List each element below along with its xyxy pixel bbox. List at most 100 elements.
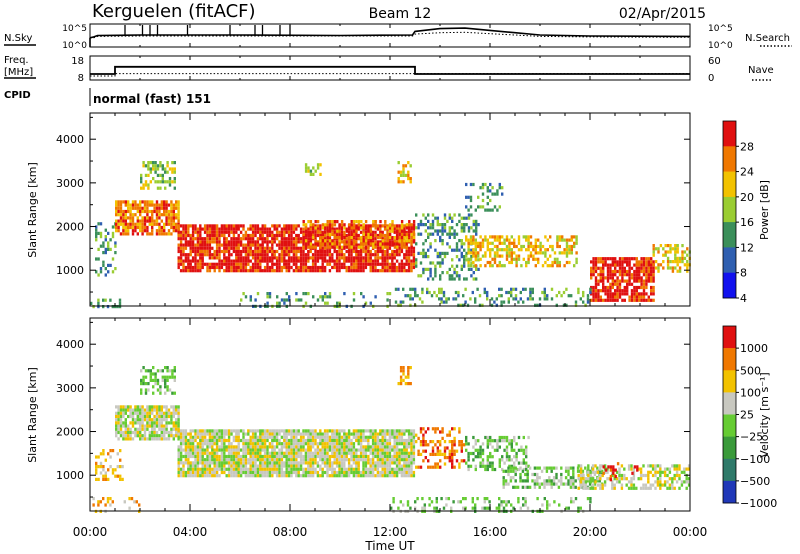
power-cell — [489, 189, 492, 193]
velocity-cell — [268, 470, 272, 475]
velocity-cell — [194, 451, 197, 455]
power-cell — [491, 192, 494, 196]
velocity-cell — [415, 440, 418, 444]
power-cell — [465, 223, 468, 227]
power-cell — [225, 262, 228, 266]
velocity-cell — [302, 474, 305, 478]
power-cell — [316, 224, 320, 228]
power-cell — [638, 266, 641, 270]
power-cell — [333, 242, 337, 246]
velocity-cell — [215, 454, 219, 459]
power-cell — [386, 262, 389, 266]
power-cell — [163, 229, 166, 233]
power-cell — [592, 257, 595, 261]
power-cell — [348, 223, 351, 227]
power-cell — [136, 219, 139, 223]
power-cell — [158, 216, 161, 220]
power-cell — [225, 243, 228, 247]
power-cell — [440, 287, 443, 291]
velocity-cell — [263, 474, 267, 478]
power-cell — [239, 262, 243, 266]
power-cell — [345, 240, 348, 244]
power-cell — [263, 259, 267, 263]
velocity-cell — [328, 448, 332, 452]
power-cell — [347, 265, 351, 270]
power-cell — [459, 303, 462, 307]
velocity-cell — [146, 424, 149, 428]
power-cell — [463, 242, 466, 246]
power-cell — [316, 269, 320, 273]
velocity-cell — [244, 470, 248, 475]
power-cell — [529, 254, 533, 258]
velocity-cell — [232, 461, 236, 465]
velocity-cell — [419, 452, 423, 456]
power-cell — [199, 249, 202, 254]
velocity-cell — [400, 448, 404, 452]
power-cell — [237, 262, 240, 266]
power-cell — [474, 264, 477, 268]
power-cell — [391, 240, 394, 244]
velocity-cell — [247, 438, 250, 443]
velocity-cell — [311, 438, 315, 443]
power-cell — [483, 290, 486, 295]
velocity-cell — [254, 474, 257, 478]
power-cell — [481, 186, 485, 190]
velocity-cell — [321, 474, 324, 478]
power-cell — [118, 305, 122, 309]
velocity-cell — [343, 442, 346, 446]
power-cell — [340, 233, 344, 238]
velocity-cell — [259, 432, 262, 436]
velocity-cell — [273, 458, 276, 462]
velocity-cell — [203, 467, 207, 471]
power-cell — [546, 264, 549, 268]
velocity-cell — [333, 438, 336, 443]
power-cell — [681, 256, 684, 260]
power-cell — [505, 244, 509, 249]
power-cell — [543, 287, 546, 291]
power-cell — [142, 183, 145, 187]
velocity-cell — [309, 464, 312, 468]
power-cell — [359, 269, 363, 273]
power-cell — [391, 253, 394, 257]
power-cell — [254, 233, 257, 238]
power-cell — [376, 262, 380, 266]
power-cell — [333, 259, 336, 263]
velocity-cell — [295, 438, 298, 443]
power-cell — [355, 262, 358, 266]
velocity-cell — [333, 467, 336, 471]
power-cell — [391, 269, 394, 273]
power-cell — [136, 206, 139, 210]
velocity-cell — [172, 427, 175, 431]
power-cell — [340, 249, 344, 254]
power-cell — [134, 225, 137, 230]
power-cell — [498, 186, 501, 190]
velocity-cell — [333, 474, 336, 478]
velocity-cell — [102, 452, 105, 456]
power-cell — [285, 246, 288, 250]
velocity-cell — [254, 435, 257, 439]
power-cell — [256, 265, 260, 270]
power-cell — [352, 265, 356, 270]
power-cell — [438, 297, 441, 301]
power-cell — [256, 249, 260, 254]
power-cell — [328, 295, 332, 299]
power-cell — [326, 220, 329, 224]
power-cell — [158, 229, 161, 233]
power-cell — [460, 239, 463, 243]
velocity-cell — [364, 467, 368, 471]
velocity-cell — [218, 435, 221, 439]
power-cell — [184, 227, 188, 231]
power-cell — [122, 229, 125, 233]
power-cell — [244, 233, 248, 238]
velocity-cell — [407, 445, 411, 449]
power-cell — [213, 265, 216, 270]
velocity-cell — [441, 430, 444, 434]
velocity-cell — [381, 429, 384, 433]
power-cell — [386, 230, 389, 234]
power-cell — [374, 256, 377, 260]
power-cell — [407, 253, 411, 257]
velocity-cell — [191, 451, 195, 455]
power-cell — [558, 238, 561, 242]
power-cell — [115, 206, 118, 210]
velocity-cell — [371, 467, 375, 471]
